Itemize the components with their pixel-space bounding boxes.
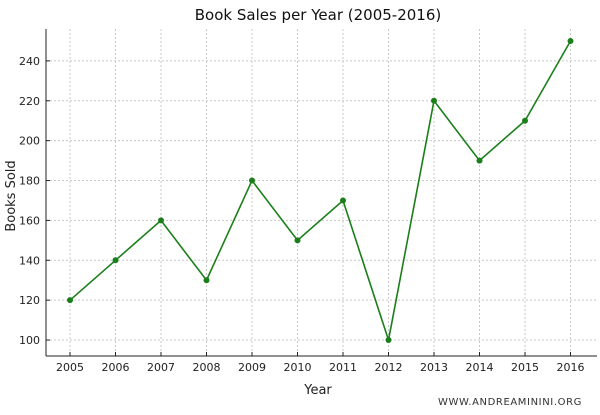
y-ticks: 100 120 140 160 180 200 220 240 bbox=[19, 55, 50, 347]
x-axis-title: Year bbox=[303, 383, 332, 398]
data-point bbox=[385, 337, 392, 344]
y-tick-label: 220 bbox=[19, 95, 40, 108]
x-tick-label: 2014 bbox=[466, 361, 494, 374]
y-tick-label: 240 bbox=[19, 55, 40, 68]
x-tick-label: 2009 bbox=[238, 361, 266, 374]
data-point bbox=[340, 197, 346, 204]
y-tick-label: 140 bbox=[19, 254, 40, 267]
y-axis-title: Books Sold bbox=[4, 160, 19, 231]
data-point bbox=[431, 97, 437, 104]
x-tick-label: 2016 bbox=[557, 361, 585, 374]
y-tick-label: 100 bbox=[19, 334, 40, 347]
data-point bbox=[203, 277, 210, 284]
x-tick-label: 2011 bbox=[329, 361, 357, 374]
axes bbox=[45, 29, 597, 357]
data-point bbox=[249, 177, 255, 184]
watermark: WWW.ANDREAMININI.ORG bbox=[438, 397, 582, 408]
x-tick-label: 2012 bbox=[375, 361, 403, 374]
y-tick-label: 120 bbox=[19, 294, 40, 307]
x-tick-label: 2007 bbox=[147, 361, 175, 374]
y-tick-label: 180 bbox=[19, 175, 40, 188]
y-tick-label: 160 bbox=[19, 214, 40, 227]
data-point bbox=[522, 117, 528, 124]
data-point bbox=[567, 37, 574, 44]
x-tick-label: 2013 bbox=[420, 361, 448, 374]
data-point bbox=[67, 297, 73, 304]
x-tick-label: 2015 bbox=[511, 361, 539, 374]
x-tick-label: 2008 bbox=[193, 361, 221, 374]
series-markers bbox=[67, 37, 574, 344]
x-ticks: 2005 2006 2007 2008 2009 2010 2011 2012 2013 2014… bbox=[56, 352, 585, 374]
data-point bbox=[112, 257, 119, 264]
data-point bbox=[158, 217, 164, 224]
chart-title: Book Sales per Year (2005-2016) bbox=[195, 6, 441, 24]
y-tick-label: 200 bbox=[19, 135, 40, 148]
grid bbox=[46, 29, 597, 356]
x-tick-label: 2010 bbox=[284, 361, 312, 374]
x-tick-label: 2005 bbox=[56, 361, 84, 374]
data-point bbox=[294, 237, 301, 244]
x-tick-label: 2006 bbox=[102, 361, 130, 374]
data-point bbox=[476, 157, 483, 164]
series-line bbox=[69, 40, 572, 341]
